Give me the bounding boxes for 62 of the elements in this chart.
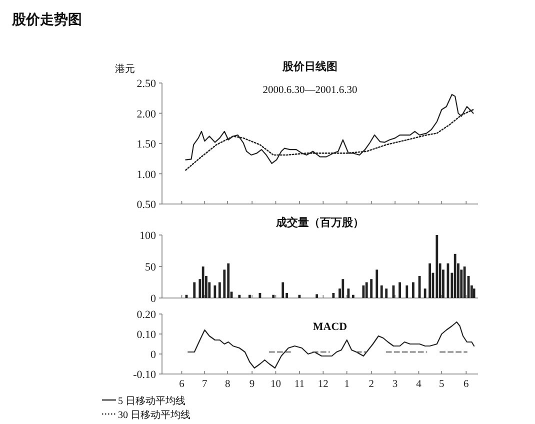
bar <box>436 235 438 298</box>
y-tick-label: 1.00 <box>136 168 156 181</box>
chart-subtitle: 2000.6.30—2001.6.30 <box>262 85 358 96</box>
x-tick-label: 7 <box>202 379 208 390</box>
bar <box>193 282 196 298</box>
legend-label: 5 日移动平均线 <box>118 395 186 407</box>
y-tick-label: 50 <box>145 262 156 274</box>
bar <box>202 266 204 298</box>
text: 股价走势图 <box>11 12 82 28</box>
bar <box>370 279 373 298</box>
text: MACD <box>312 321 348 333</box>
chart-title: 成交量（百万股） <box>275 216 364 229</box>
x-tick-label: 4 <box>416 379 422 390</box>
bar <box>316 294 318 298</box>
y-tick-label: 100 <box>140 230 156 242</box>
y-tick-label: -0.10 <box>133 369 156 381</box>
x-tick-label: 12 <box>318 379 328 390</box>
bar <box>214 285 216 298</box>
x-tick-label: 3 <box>392 379 398 390</box>
y-tick-label: 0.10 <box>136 329 156 341</box>
y-axis-title: 港元 <box>115 63 135 75</box>
bar <box>463 266 466 298</box>
bar <box>365 282 368 298</box>
bar <box>376 270 378 298</box>
bar <box>352 294 354 298</box>
y-tick-label: 2.00 <box>136 108 156 120</box>
bar <box>227 263 230 298</box>
x-tick-label: 9 <box>249 379 255 390</box>
bar <box>282 282 284 298</box>
bar <box>472 288 476 298</box>
bar <box>412 282 414 298</box>
bar <box>272 294 275 298</box>
chart-title: 股价日线图 <box>282 60 338 73</box>
y-tick-label: 1.50 <box>136 138 156 150</box>
x-tick-label: 11 <box>294 379 305 390</box>
bar <box>380 285 383 298</box>
legend-label: 30 日移动平均线 <box>118 409 190 421</box>
y-tick-label: 0 <box>150 293 156 305</box>
bar <box>385 288 388 298</box>
bar <box>424 288 426 298</box>
line-series <box>188 321 475 369</box>
y-tick-label: 2.50 <box>136 78 156 90</box>
x-tick-label: 6 <box>179 379 184 390</box>
bar <box>342 279 344 298</box>
bar <box>248 294 251 298</box>
bar <box>332 292 335 298</box>
x-tick-label: 6 <box>464 379 469 390</box>
y-tick-label: 0.50 <box>136 199 156 211</box>
bar <box>398 282 401 298</box>
y-tick-label: 0.20 <box>136 309 156 321</box>
x-tick-label: 1 <box>344 379 350 390</box>
x-tick-label: 8 <box>224 379 230 390</box>
x-tick-label: 2 <box>368 379 374 390</box>
bar <box>428 263 432 298</box>
bar <box>454 254 456 298</box>
bar <box>218 282 221 298</box>
bar <box>238 294 241 298</box>
x-tick-label: 10 <box>270 379 282 390</box>
y-tick-label: 0 <box>150 349 156 361</box>
bar <box>406 285 408 298</box>
x-tick-label: 5 <box>439 379 444 390</box>
bar <box>347 288 350 298</box>
